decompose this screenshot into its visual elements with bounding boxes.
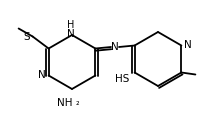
Text: N: N xyxy=(111,42,119,52)
Text: ₂: ₂ xyxy=(76,98,80,107)
Text: N: N xyxy=(38,70,46,80)
Text: S: S xyxy=(23,31,30,41)
Text: N: N xyxy=(184,40,192,50)
Text: HS: HS xyxy=(115,73,130,83)
Text: NH: NH xyxy=(57,98,72,108)
Text: N: N xyxy=(67,29,75,39)
Text: H: H xyxy=(67,20,75,30)
